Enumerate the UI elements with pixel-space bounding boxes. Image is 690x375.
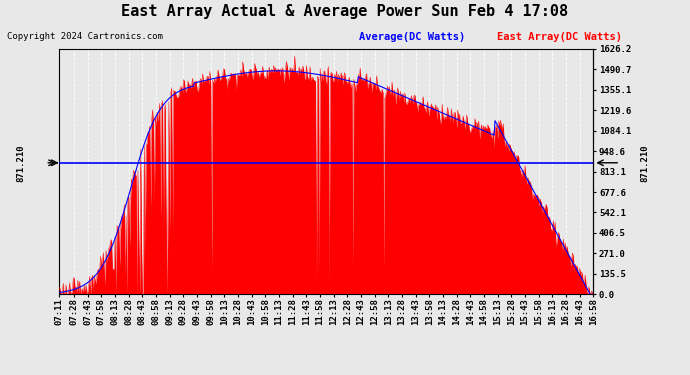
Text: Copyright 2024 Cartronics.com: Copyright 2024 Cartronics.com [7,32,163,41]
Text: 871.210: 871.210 [16,144,26,182]
Text: East Array Actual & Average Power Sun Feb 4 17:08: East Array Actual & Average Power Sun Fe… [121,4,569,19]
Text: Average(DC Watts): Average(DC Watts) [359,32,465,42]
Text: East Array(DC Watts): East Array(DC Watts) [497,32,622,42]
Text: 871.210: 871.210 [640,144,650,182]
